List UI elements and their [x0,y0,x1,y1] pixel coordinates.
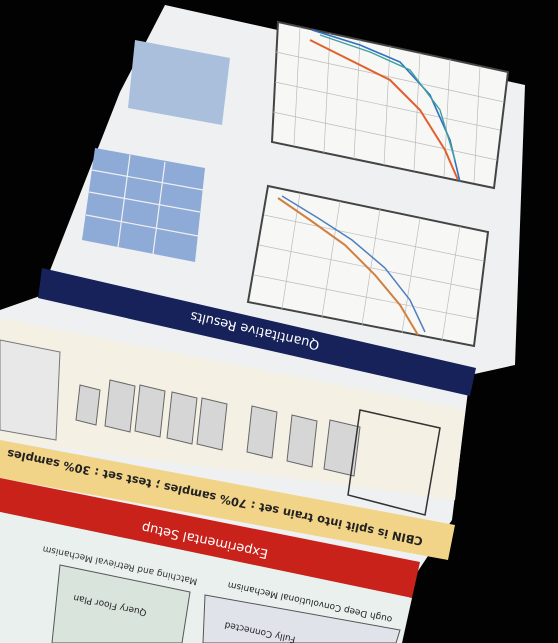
table-block [82,148,205,262]
info-band [0,440,455,560]
network-layers [75,379,361,477]
diagram-box [51,564,191,643]
curve [277,197,419,336]
table-block [128,40,230,125]
diagram-box [202,594,401,643]
curve [319,34,456,161]
table [82,40,230,262]
chart-grid [253,192,485,342]
chart-frame [246,184,490,348]
floor-plan [347,409,441,516]
section-band [38,268,476,396]
section-band [0,478,420,598]
diagram-box [0,339,61,441]
curve [281,195,426,333]
curve [309,39,459,181]
chart-grid [272,26,505,184]
chart-frame [270,20,510,190]
